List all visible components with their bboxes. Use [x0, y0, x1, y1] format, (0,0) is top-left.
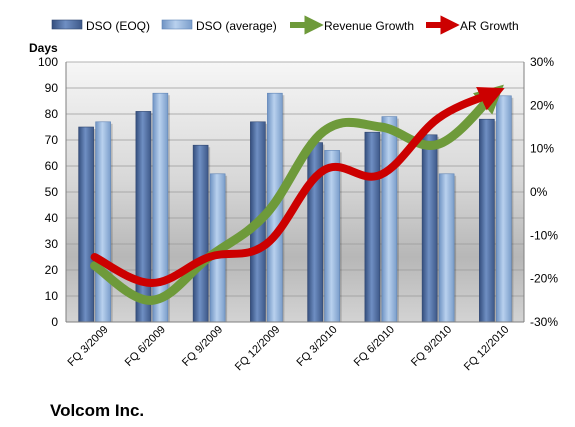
- y-tick-label: 40: [45, 211, 59, 225]
- y2-tick-label: 30%: [530, 55, 554, 69]
- x-tick-label: FQ 3/2009: [66, 324, 111, 369]
- x-tick-labels: FQ 3/2009 FQ 6/2009 FQ 9/2009 FQ 12/2009 FQ …: [66, 324, 512, 374]
- legend-swatch: [51, 19, 83, 30]
- y-tick-label: 10: [45, 289, 59, 303]
- bar-dso-eoq: [192, 144, 209, 323]
- x-tick-label: FQ 6/2009: [123, 324, 168, 369]
- ar-growth-line: [90, 87, 505, 287]
- x-tick-label: FQ 9/2010: [409, 324, 454, 369]
- legend-label: DSO (EOQ): [86, 19, 150, 33]
- y2-tick-label: 10%: [530, 142, 554, 156]
- y-tick-label: 0: [51, 315, 58, 329]
- bar-dso-average: [324, 150, 340, 323]
- y-tick-label: 60: [45, 159, 59, 173]
- y-tick-label: 70: [45, 133, 59, 147]
- bar-dso-eoq: [78, 126, 94, 323]
- y-tick-label: 90: [45, 81, 59, 95]
- legend-swatch: [161, 19, 193, 30]
- x-tick-label: FQ 12/2009: [233, 324, 283, 374]
- y-axis-label: Days: [29, 41, 58, 55]
- x-tick-label: FQ 12/2010: [462, 324, 512, 374]
- y2-tick-label: 0%: [530, 185, 548, 199]
- y-tick-label: 20: [45, 263, 59, 277]
- tick-labels: 0 10 20 30 40 50 60 70 80 90 100 -30% -20% -10% 0% 10% 2…: [38, 55, 558, 329]
- bar-dso-eoq: [479, 118, 495, 323]
- chart-title: Volcom Inc.: [50, 401, 144, 420]
- bars-group: [78, 92, 514, 323]
- revenue-growth-line: [90, 84, 504, 305]
- y-tick-label: 80: [45, 107, 59, 121]
- lines-group: [90, 84, 505, 305]
- x-tick-label: FQ 9/2009: [180, 324, 225, 369]
- y2-tick-label: -10%: [530, 228, 558, 242]
- bar-dso-average: [95, 121, 111, 323]
- legend-label: AR Growth: [460, 19, 519, 33]
- y-tick-label: 100: [38, 55, 58, 69]
- bar-dso-eoq: [364, 131, 381, 323]
- legend-label: DSO (average): [196, 19, 277, 33]
- x-tick-label: FQ 3/2010: [295, 324, 340, 369]
- y2-tick-label: 20%: [530, 98, 554, 112]
- x-tick-label: FQ 6/2010: [352, 324, 397, 369]
- legend-label: Revenue Growth: [324, 19, 414, 33]
- y-tick-label: 50: [45, 185, 59, 199]
- bar-dso-average: [152, 92, 169, 323]
- bar-dso-eoq: [421, 134, 438, 323]
- y-tick-label: 30: [45, 237, 59, 251]
- y2-tick-label: -30%: [530, 315, 558, 329]
- bar-dso-average: [381, 116, 398, 323]
- legend: DSO (EOQ) DSO (average) Revenue Growth AR G…: [51, 15, 519, 35]
- y2-tick-label: -20%: [530, 272, 558, 286]
- bar-dso-average: [438, 173, 455, 323]
- bar-dso-eoq: [135, 111, 152, 323]
- bar-dso-average: [496, 95, 512, 323]
